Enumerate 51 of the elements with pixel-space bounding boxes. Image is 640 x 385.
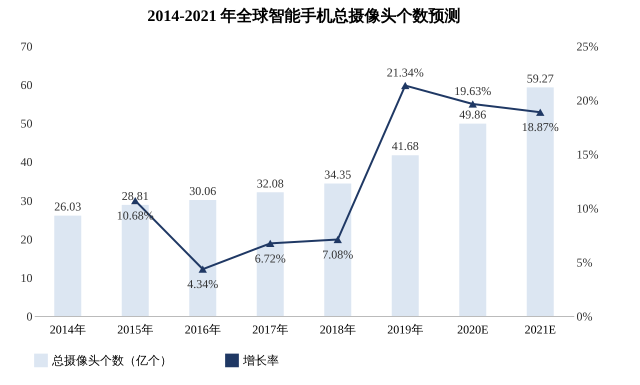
data-label: 28.81 <box>122 188 149 203</box>
data-label: 18.87% <box>522 120 559 134</box>
x-tick-label: 2019年 <box>387 322 424 336</box>
data-label: 49.86 <box>459 108 486 122</box>
y2-tick-label: 10% <box>576 202 598 216</box>
legend-label: 总摄像头个数（亿个） <box>51 353 172 368</box>
y-tick-label: 60 <box>20 78 32 92</box>
data-label: 6.72% <box>254 251 286 266</box>
point <box>266 240 274 248</box>
point <box>334 236 342 244</box>
point <box>536 108 544 116</box>
point <box>198 266 207 273</box>
x-tick-label: 2016年 <box>184 322 221 336</box>
x-tick-label: 2018年 <box>320 322 356 336</box>
y-tick-label: 70 <box>20 40 32 54</box>
y2-tick-label: 5% <box>576 256 592 270</box>
legend-label: 增长率 <box>242 353 279 368</box>
point <box>401 82 410 90</box>
bar <box>256 192 284 316</box>
data-label: 19.63% <box>454 84 492 98</box>
y2-tick-label: 0% <box>576 310 592 324</box>
data-label: 59.27 <box>526 71 554 86</box>
data-label: 41.68 <box>392 139 419 154</box>
y-tick-label: 10 <box>20 270 32 285</box>
chart-title: 2014-2021 年全球智能手机总摄像头个数预测 <box>147 7 461 25</box>
data-label: 4.34% <box>187 277 218 292</box>
bar <box>189 200 216 316</box>
data-label: 30.06 <box>189 184 216 198</box>
y-tick-label: 50 <box>20 116 32 131</box>
y-tick-label: 30 <box>20 194 32 208</box>
y2-tick-label: 15% <box>576 148 598 162</box>
x-tick-label: 2020E <box>457 322 488 336</box>
bar <box>54 216 82 316</box>
x-tick-label: 2015年 <box>117 322 154 336</box>
y-tick-label: 20 <box>20 232 32 246</box>
bar <box>324 184 352 316</box>
data-label: 32.08 <box>256 176 284 190</box>
x-tick-label: 2017年 <box>252 322 288 336</box>
y2-tick-label: 20% <box>576 94 598 108</box>
data-label: 34.35 <box>324 168 352 182</box>
point <box>468 100 477 108</box>
bar <box>459 124 486 316</box>
x-tick-label: 2021E <box>524 322 556 336</box>
data-label: 7.08% <box>322 248 354 262</box>
data-label: 21.34% <box>386 66 424 80</box>
data-label: 26.03 <box>54 200 82 214</box>
bar <box>392 155 419 316</box>
y2-tick-label: 25% <box>576 40 598 54</box>
x-tick-label: 2014年 <box>50 322 86 336</box>
y-tick-label: 40 <box>20 155 32 170</box>
y-tick-label: 0 <box>26 310 32 324</box>
